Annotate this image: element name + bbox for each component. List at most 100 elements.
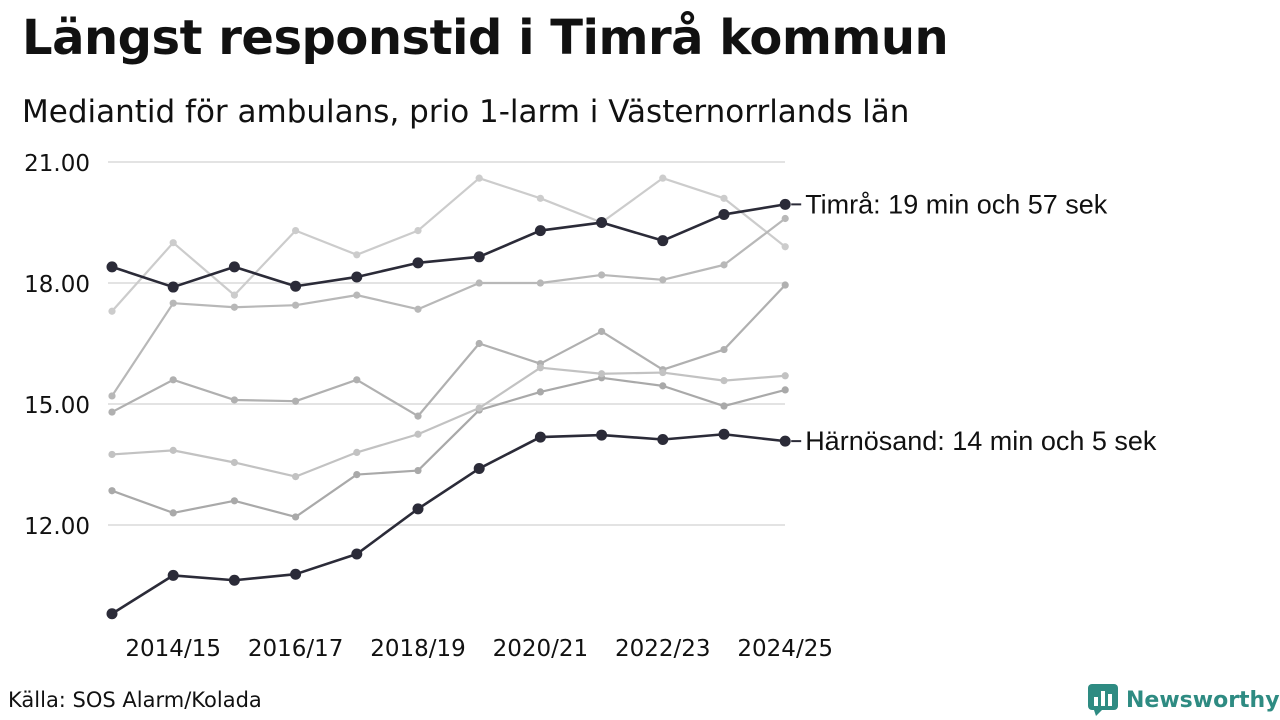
data-point <box>169 509 177 517</box>
data-point <box>475 279 483 287</box>
series-line <box>111 217 786 397</box>
x-tick-label: 2022/23 <box>615 636 711 662</box>
series-line <box>111 177 786 312</box>
series-end-label: Timrå: 19 min och 57 sek <box>805 189 1108 219</box>
series-end-labels: Timrå: 19 min och 57 sek Härnösand: 14 mi… <box>791 189 1157 456</box>
data-point <box>167 281 179 293</box>
data-point <box>659 276 667 284</box>
data-point <box>475 174 483 182</box>
newsworthy-logo-icon <box>1088 684 1118 716</box>
data-point <box>106 608 118 620</box>
series <box>108 374 789 521</box>
series-line <box>111 203 786 289</box>
x-tick-label: 2018/19 <box>370 636 466 662</box>
chart-title: Längst responstid i Timrå kommun <box>22 10 949 66</box>
data-point <box>718 428 730 440</box>
data-point <box>536 388 545 396</box>
series-line <box>111 366 786 478</box>
data-point <box>414 305 422 313</box>
data-point <box>228 261 240 273</box>
x-tick-label: 2024/25 <box>737 636 833 662</box>
data-point <box>412 257 424 269</box>
data-point <box>292 301 300 309</box>
data-point <box>292 513 300 521</box>
y-axis-ticks: 12.00 15.00 18.00 21.00 <box>24 151 90 540</box>
y-tick-label: 18.00 <box>24 272 90 298</box>
data-point <box>781 372 789 380</box>
data-point <box>534 431 546 443</box>
data-point <box>169 376 177 384</box>
data-point <box>536 364 545 372</box>
data-point <box>781 214 789 223</box>
data-point <box>659 382 667 390</box>
data-point <box>473 463 485 475</box>
data-point <box>351 548 363 560</box>
data-point <box>108 408 116 416</box>
data-point <box>230 303 238 311</box>
series-line <box>111 284 786 418</box>
series <box>108 174 789 315</box>
data-point <box>353 470 361 479</box>
data-point <box>659 368 667 377</box>
data-point <box>598 370 606 378</box>
data-point <box>781 386 789 394</box>
data-point <box>353 448 361 457</box>
chart-subtitle: Mediantid för ambulans, prio 1-larm i Vä… <box>22 94 910 130</box>
x-tick-label: 2020/21 <box>493 636 589 662</box>
data-point <box>292 473 300 481</box>
brand-name: Newsworthy <box>1126 687 1280 713</box>
data-point <box>230 458 238 467</box>
newsworthy-logo: Newsworthy <box>1088 684 1280 716</box>
data-point <box>290 568 302 580</box>
data-point <box>536 279 545 287</box>
data-point <box>414 466 422 475</box>
highlighted-series <box>106 198 791 620</box>
data-point <box>720 377 728 385</box>
highlight-series <box>106 428 791 620</box>
y-tick-label: 15.00 <box>24 393 90 419</box>
data-point <box>536 194 545 202</box>
source-note: Källa: SOS Alarm/Kolada <box>8 688 262 712</box>
series-end-label: Härnösand: 14 min och 5 sek <box>805 426 1157 456</box>
data-point <box>108 307 116 315</box>
data-point <box>659 174 667 182</box>
data-point <box>169 239 177 247</box>
data-point <box>779 198 791 210</box>
data-point <box>412 503 424 515</box>
data-point <box>290 280 302 292</box>
series-line <box>111 376 786 519</box>
data-point <box>598 327 606 336</box>
data-point <box>351 271 363 283</box>
data-point <box>230 497 238 505</box>
data-point <box>169 446 177 454</box>
data-point <box>657 235 669 247</box>
data-point <box>292 397 300 405</box>
x-tick-label: 2016/17 <box>248 636 344 662</box>
data-point <box>720 194 728 202</box>
data-point <box>106 261 118 273</box>
data-point <box>353 291 361 299</box>
data-point <box>228 574 240 586</box>
data-point <box>414 226 422 235</box>
x-tick-label: 2014/15 <box>125 636 221 662</box>
line-chart: 12.00 15.00 18.00 21.00 2014/15 2016/17 2018/… <box>24 151 1157 662</box>
data-point <box>414 430 422 438</box>
data-point <box>596 429 608 441</box>
data-point <box>718 208 730 220</box>
data-point <box>781 281 789 289</box>
series <box>108 364 789 481</box>
data-point <box>230 396 238 404</box>
data-point <box>230 291 238 299</box>
y-tick-label: 21.00 <box>24 151 90 177</box>
data-point <box>720 402 728 410</box>
other-municipality-series <box>108 174 789 521</box>
data-point <box>720 261 728 269</box>
series-line <box>111 432 786 615</box>
data-point <box>781 243 789 251</box>
data-point <box>353 251 361 259</box>
data-point <box>108 450 116 459</box>
data-point <box>414 412 422 420</box>
data-point <box>169 299 177 307</box>
data-point <box>108 392 116 400</box>
data-point <box>720 345 728 354</box>
